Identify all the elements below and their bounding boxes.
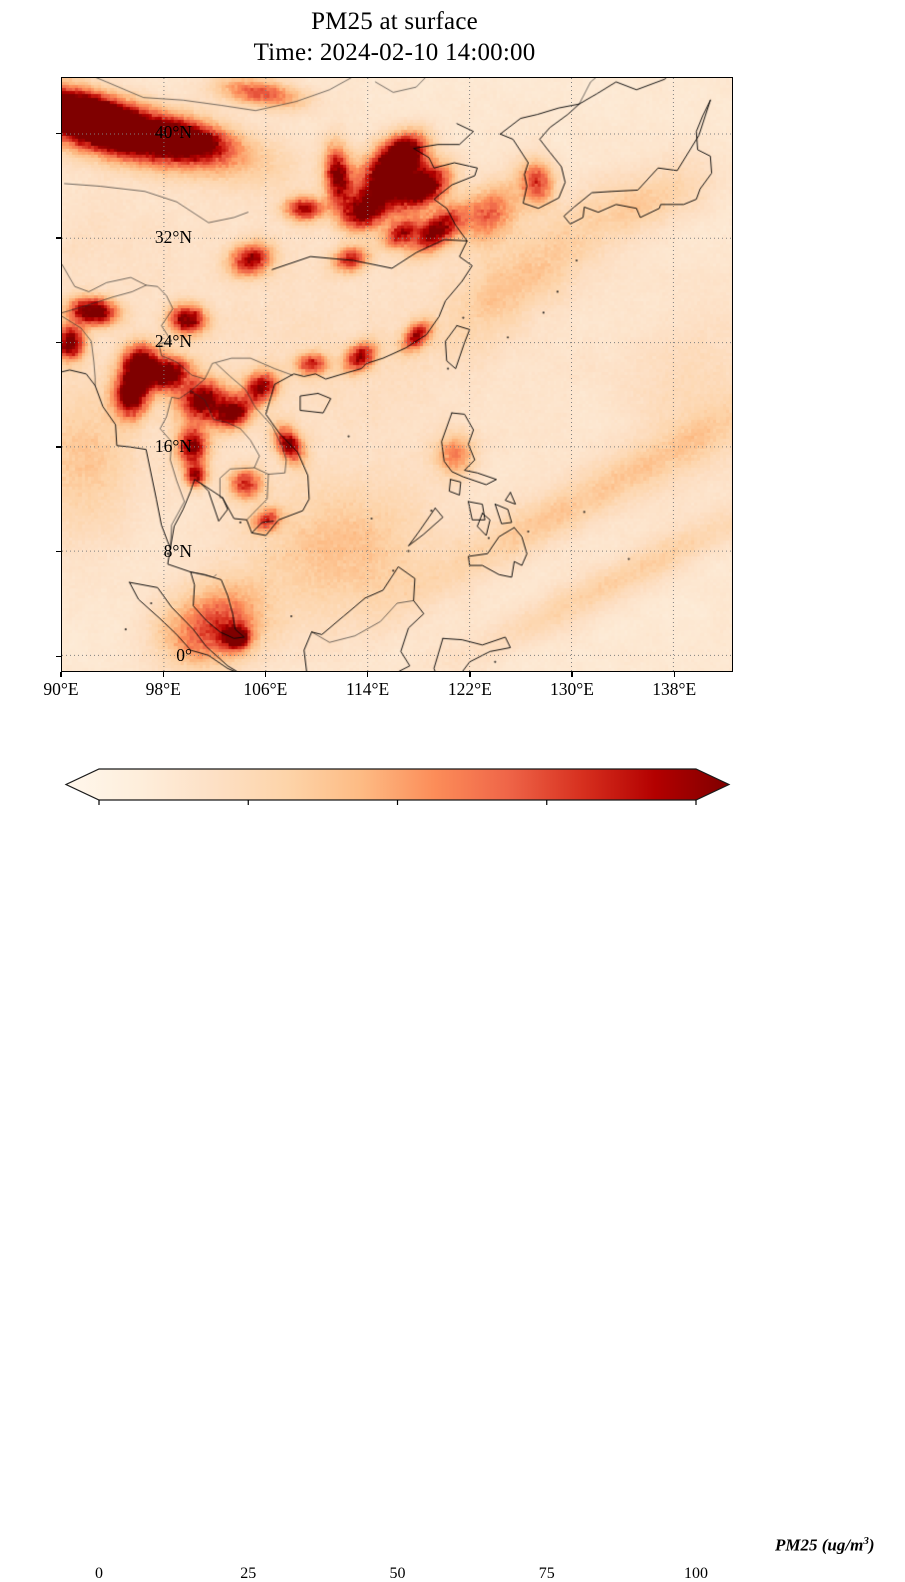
- x-axis-tick-mark: [571, 672, 573, 677]
- pm25-heatmap-canvas: [62, 78, 732, 671]
- colorbar-label-tail: ): [868, 1535, 875, 1555]
- y-axis-tick-label: 32°N: [154, 226, 192, 247]
- y-axis-tick-mark: [56, 341, 61, 344]
- x-axis-tick-label: 106°E: [243, 679, 288, 699]
- colorbar-tick-label: 25: [240, 1565, 257, 1582]
- colorbar-tick-label: 0: [95, 1565, 103, 1582]
- y-axis-tick-label: 24°N: [154, 331, 192, 352]
- x-axis-tick-label: 122°E: [447, 679, 492, 699]
- x-axis-tick-label: 130°E: [550, 679, 594, 699]
- x-axis-tick-mark: [366, 672, 369, 677]
- x-axis-tick-label: 114°E: [345, 679, 390, 699]
- y-axis-tick-label: 8°N: [163, 540, 192, 561]
- y-axis-tick-mark: [56, 132, 61, 134]
- page-title: PM25 at surface Time: 2024-02-10 14:00:0…: [0, 6, 789, 68]
- y-axis-tick-label: 16°N: [154, 436, 192, 457]
- x-axis-tick-label: 138°E: [652, 679, 697, 699]
- colorbar-tick-label: 50: [389, 1565, 406, 1582]
- y-axis-tick-mark: [56, 550, 61, 553]
- colorbar-label: PM25 (ug/m3): [775, 1535, 874, 1556]
- colorbar-tick-label: 100: [684, 1565, 708, 1582]
- x-axis-tick-mark: [264, 672, 267, 677]
- title-line-time: Time: 2024-02-10 14:00:00: [253, 39, 536, 66]
- x-axis-tick-mark: [60, 672, 62, 677]
- y-axis-tick-mark: [56, 655, 61, 657]
- title-line-variable: PM25 at surface: [311, 8, 478, 35]
- y-axis-tick-label: 40°N: [154, 122, 192, 143]
- colorbar-body: [64, 768, 731, 801]
- colorbar-label-text: PM25 (ug/m: [775, 1535, 864, 1555]
- figure-root: PM25 at surface Time: 2024-02-10 14:00:0…: [0, 6, 905, 1582]
- y-axis-tick-mark: [56, 237, 61, 239]
- y-axis-tick-label: 0°: [176, 645, 192, 666]
- x-axis-tick-mark: [162, 672, 164, 677]
- x-axis-tick-label: 98°E: [145, 679, 181, 699]
- colorbar-gradient: [64, 768, 731, 805]
- x-axis-tick-mark: [469, 672, 471, 677]
- x-axis-tick-mark: [673, 672, 675, 677]
- colorbar[interactable]: PM25 (ug/m3) 0 25 50 75 100: [0, 760, 905, 1582]
- map-plot-area[interactable]: [61, 77, 733, 672]
- y-axis-tick-mark: [56, 446, 61, 448]
- x-axis-tick-label: 90°E: [43, 679, 79, 699]
- colorbar-tick-label: 75: [538, 1565, 555, 1582]
